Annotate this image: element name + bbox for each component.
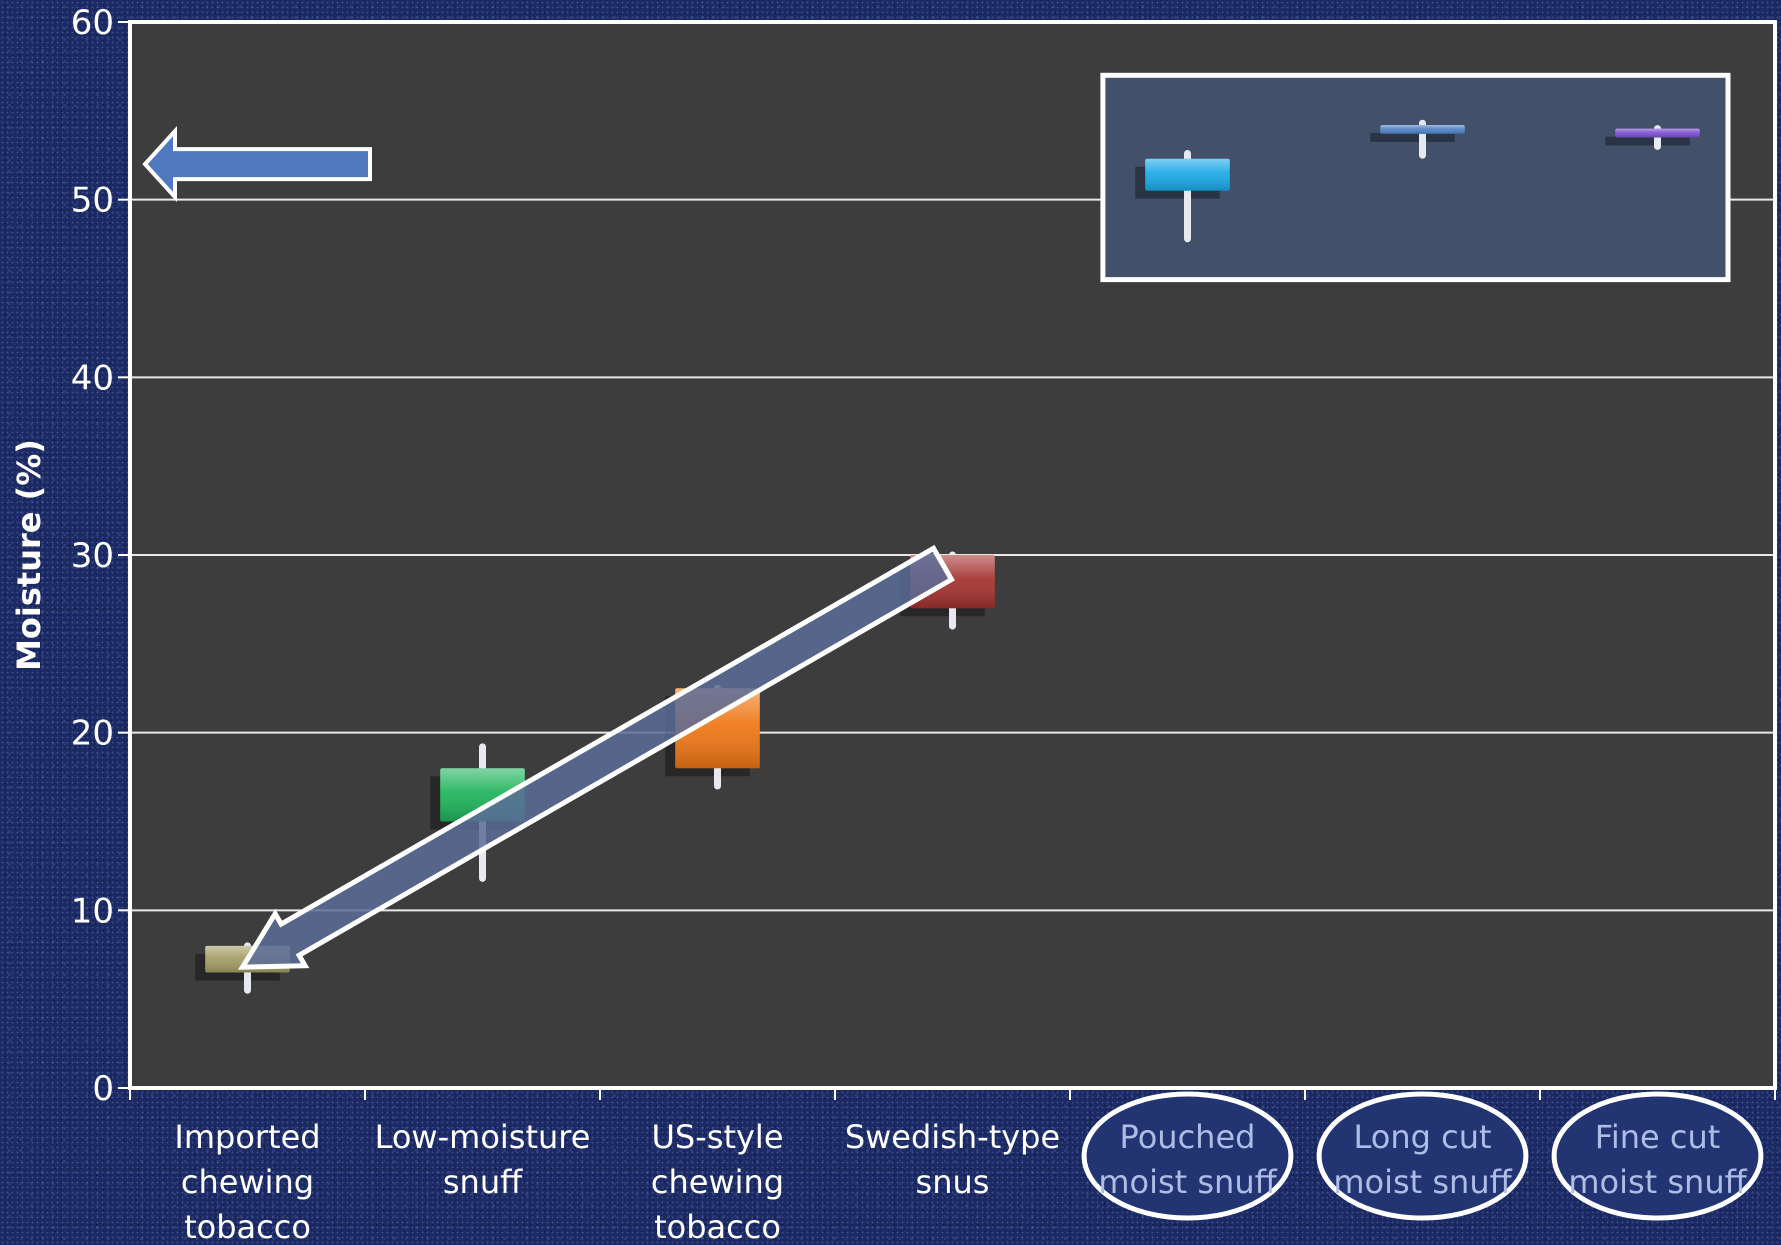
trend-arrow [237, 544, 955, 970]
x-category-label: Long cut moist snuff [1316, 1091, 1529, 1221]
box-gloss [1145, 158, 1230, 191]
x-tick-label: Pouched [1120, 1118, 1256, 1156]
x-tick-label: snus [916, 1163, 990, 1201]
x-tick-label: moist snuff [1568, 1163, 1747, 1201]
y-tick-label: 40 [71, 358, 114, 398]
x-tick-label: chewing [651, 1163, 784, 1201]
category-ellipse [1081, 1091, 1294, 1221]
y-tick-label: 30 [71, 536, 114, 576]
y-tick-label: 20 [71, 714, 114, 754]
x-tick-label: snuff [443, 1163, 523, 1201]
x-category-label: Imported chewing tobacco [174, 1118, 320, 1245]
category-ellipse [1551, 1091, 1764, 1221]
box-gloss [1380, 125, 1465, 134]
box-shadow [1370, 133, 1455, 142]
box-group [1605, 125, 1700, 150]
x-tick-label: Fine cut [1595, 1118, 1721, 1156]
x-tick-label: tobacco [654, 1208, 781, 1245]
x-tick-label: chewing [181, 1163, 314, 1201]
y-tick-label: 0 [92, 1069, 114, 1109]
y-tick-label: 10 [71, 891, 114, 931]
y-axis-label: Moisture (%) [10, 439, 48, 671]
box-group [1135, 149, 1230, 243]
box-group [1370, 119, 1465, 159]
x-tick-label: Imported [174, 1118, 320, 1156]
y-tick-label: 50 [71, 181, 114, 221]
x-tick-label: moist snuff [1098, 1163, 1277, 1201]
x-category-label: Swedish-type snus [845, 1118, 1060, 1201]
x-tick-label: tobacco [184, 1208, 311, 1245]
left-arrow [142, 125, 372, 203]
x-category-label: Low-moisture snuff [375, 1118, 591, 1201]
x-category-label: Fine cut moist snuff [1551, 1091, 1764, 1221]
box-shadow [1605, 136, 1690, 146]
category-ellipse [1316, 1091, 1529, 1221]
y-tick-label: 60 [71, 3, 114, 43]
x-tick-label: Long cut [1353, 1118, 1491, 1156]
plot-frame [128, 20, 1777, 1090]
x-tick-label: moist snuff [1333, 1163, 1512, 1201]
x-category-label: Pouched moist snuff [1081, 1091, 1294, 1221]
x-tick-label: US-style [651, 1118, 783, 1156]
x-tick-label: Swedish-type [845, 1118, 1060, 1156]
x-category-label: US-style chewing tobacco [651, 1118, 784, 1245]
x-tick-label: Low-moisture [375, 1118, 591, 1156]
box-gloss [1615, 128, 1700, 138]
